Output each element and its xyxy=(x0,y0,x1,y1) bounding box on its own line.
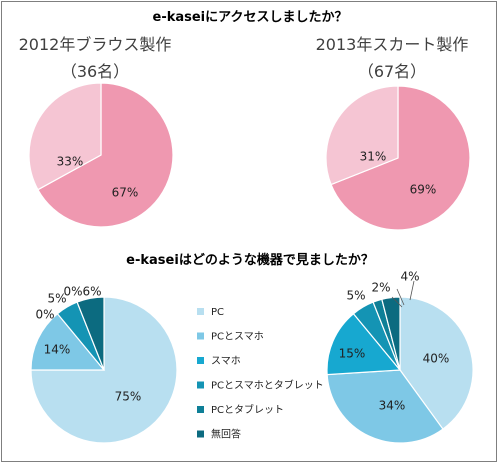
pie-0-label-1: 33% xyxy=(57,155,84,169)
legend-swatch-0 xyxy=(197,308,204,315)
pie-3-slice-1 xyxy=(326,369,444,444)
leader-line-2 xyxy=(409,280,415,301)
pie-2-slice-5 xyxy=(76,296,105,371)
leader-line-1 xyxy=(396,288,405,306)
pie-3-label-5: 4% xyxy=(400,270,419,284)
legend-swatch-3 xyxy=(197,381,204,389)
pie-0-slice-1 xyxy=(28,82,102,191)
leader-line-0 xyxy=(391,296,403,308)
pie-3-slice-5 xyxy=(381,296,401,371)
pie-1-label-0: 69% xyxy=(410,183,437,197)
skirt-chart-title: 2013年スカート製作 xyxy=(316,35,469,54)
pie-3-slice-2 xyxy=(326,312,402,376)
pie-2-label-1: 14% xyxy=(44,343,71,357)
legend-swatch-2 xyxy=(197,357,204,364)
pie-0-slice-0 xyxy=(37,82,174,228)
pie-2-label-4: 0% xyxy=(63,285,82,299)
access-question-title: e-kaseiにアクセスしましたか？ xyxy=(153,10,348,25)
pie-0-label-0: 67% xyxy=(112,186,139,200)
legend-swatch-1 xyxy=(197,332,204,340)
device-question-title: e-kaseiはどのような機器で見ましたか？ xyxy=(126,252,374,268)
pie-1-slice-1 xyxy=(325,85,399,186)
pie-2-slice-1 xyxy=(30,312,106,371)
blouse-chart-subtitle: （36名） xyxy=(61,62,129,81)
pie-1-label-1: 31% xyxy=(360,150,387,164)
legend-label-0: PC xyxy=(211,307,224,318)
legend-label-5: 無回答 xyxy=(211,428,241,441)
pie-2-label-5: 6% xyxy=(82,285,101,299)
skirt-chart-subtitle: （67名） xyxy=(358,62,426,81)
pie-3-label-3: 5% xyxy=(346,289,365,303)
legend-swatch-5 xyxy=(197,430,204,438)
pie-2-slice-0 xyxy=(30,296,178,444)
blouse-chart-title: 2012年ブラウス製作 xyxy=(19,35,172,54)
legend-label-4: PCとタブレット xyxy=(211,403,284,416)
pie-2-label-3: 5% xyxy=(47,292,66,306)
legend-label-1: PCとスマホ xyxy=(211,331,264,343)
pie-3-label-1: 34% xyxy=(379,399,406,413)
pie-3-label-4: 2% xyxy=(371,281,390,295)
legend-label-2: スマホ xyxy=(211,355,241,367)
pie-2-label-2: 0% xyxy=(35,308,54,322)
legend-swatch-4 xyxy=(197,406,204,413)
pie-1-slice-0 xyxy=(330,85,471,231)
pie-3-label-0: 40% xyxy=(423,352,450,366)
pie-3-label-2: 15% xyxy=(339,347,366,361)
pie-3-slice-0 xyxy=(399,296,474,430)
pie-2-label-0: 75% xyxy=(115,390,142,404)
legend-label-3: PCとスマホとタブレット xyxy=(211,379,324,392)
